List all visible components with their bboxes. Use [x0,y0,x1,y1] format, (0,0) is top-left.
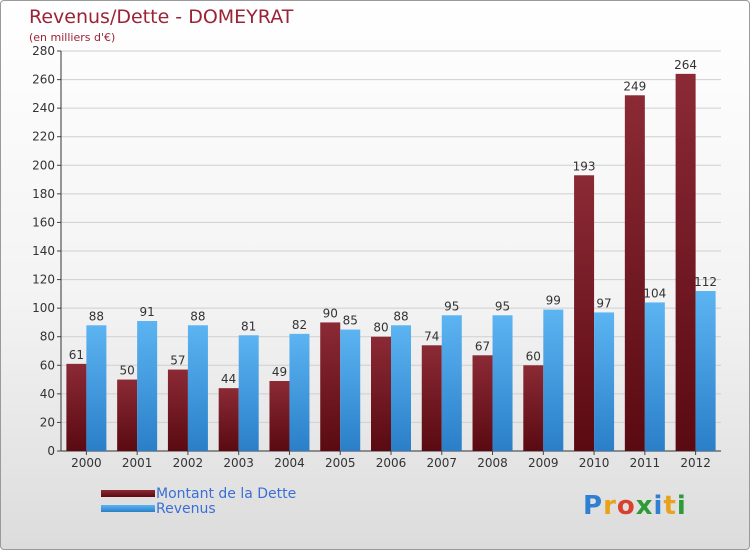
data-label-revenus: 104 [643,286,666,300]
data-label-debt: 193 [573,159,596,173]
bar-revenus [187,325,208,451]
data-label-debt: 61 [69,348,84,362]
y-tick-label: 100 [32,301,55,315]
bar-debt [269,381,290,451]
y-tick-label: 20 [40,415,55,429]
data-label-revenus: 85 [343,314,358,328]
data-label-debt: 49 [272,365,287,379]
legend-swatch-revenus [101,505,155,512]
bar-revenus [340,329,361,451]
bar-revenus [695,291,716,451]
data-label-debt: 264 [674,58,697,72]
bar-debt [371,336,391,451]
x-tick-label: 2002 [173,456,204,470]
bar-debt [574,175,595,452]
y-tick-label: 200 [32,158,55,172]
data-label-debt: 60 [526,349,541,363]
data-label-revenus: 81 [241,319,256,333]
y-tick-label: 60 [40,358,55,372]
bar-debt [624,95,645,452]
data-label-debt: 67 [475,339,490,353]
data-label-revenus: 95 [495,299,510,313]
bar-revenus [137,321,158,451]
legend-label-debt: Montant de la Dette [156,486,297,502]
y-tick-label: 260 [32,73,55,87]
bar-debt [218,388,239,451]
data-label-revenus: 88 [393,309,408,323]
x-tick-label: 2003 [223,456,254,470]
data-label-debt: 57 [170,354,185,368]
legend-label-revenus: Revenus [156,501,216,517]
x-tick-label: 2010 [579,456,610,470]
bar-revenus [644,302,665,451]
bar-revenus [594,312,615,451]
bar-revenus [492,315,513,451]
x-tick-label: 2004 [274,456,305,470]
proxiti-logo: Proxiti [583,491,687,521]
y-tick-label: 220 [32,130,55,144]
bar-debt [320,322,341,451]
bar-debt [117,379,138,451]
logo-letter: P [583,491,604,521]
data-label-revenus: 95 [444,299,459,313]
data-label-debt: 44 [221,372,236,386]
logo-letter: i [653,491,664,521]
bar-revenus [391,325,411,451]
chart-subtitle: (en milliers d'€) [29,31,116,44]
data-label-debt: 80 [373,321,388,335]
data-label-debt: 74 [424,329,439,343]
data-label-revenus: 97 [596,296,611,310]
x-tick-label: 2006 [376,456,407,470]
bar-revenus [543,309,564,451]
data-label-debt: 90 [323,306,338,320]
bar-debt [167,369,188,451]
x-tick-label: 2011 [630,456,661,470]
data-label-revenus: 88 [190,309,205,323]
y-tick-label: 120 [32,273,55,287]
y-tick-label: 0 [47,444,55,458]
bar-revenus [238,335,259,451]
legend-swatch-debt [101,490,155,497]
data-label-revenus: 88 [89,309,104,323]
y-tick-label: 80 [40,330,55,344]
x-tick-label: 2000 [71,456,102,470]
data-label-revenus: 112 [694,275,717,289]
x-tick-label: 2012 [680,456,711,470]
x-tick-label: 2008 [477,456,508,470]
bar-debt [472,355,493,451]
bar-debt [66,363,87,451]
y-tick-label: 40 [40,387,55,401]
bar-revenus [441,315,462,451]
x-tick-label: 2005 [325,456,356,470]
x-tick-label: 2009 [528,456,559,470]
logo-letter: r [603,491,617,521]
data-label-revenus: 99 [546,294,561,308]
bar-debt [675,73,696,451]
bar-debt [421,345,442,451]
logo-letter: i [676,491,687,521]
y-tick-label: 180 [32,187,55,201]
bar-debt [523,365,544,451]
data-label-revenus: 82 [292,318,307,332]
y-tick-label: 160 [32,215,55,229]
bar-revenus [86,325,107,451]
logo-letter: x [635,491,654,521]
x-tick-label: 2001 [122,456,153,470]
data-label-debt: 249 [623,79,646,93]
y-tick-label: 280 [32,44,55,58]
data-label-revenus: 91 [140,305,155,319]
logo-letter: o [616,491,636,521]
bar-revenus [289,333,310,451]
logo-letter: t [663,491,677,521]
y-tick-label: 140 [32,244,55,258]
data-label-debt: 50 [120,364,135,378]
y-tick-label: 240 [32,101,55,115]
chart-title: Revenus/Dette - DOMEYRAT [29,6,294,28]
x-tick-label: 2007 [426,456,457,470]
